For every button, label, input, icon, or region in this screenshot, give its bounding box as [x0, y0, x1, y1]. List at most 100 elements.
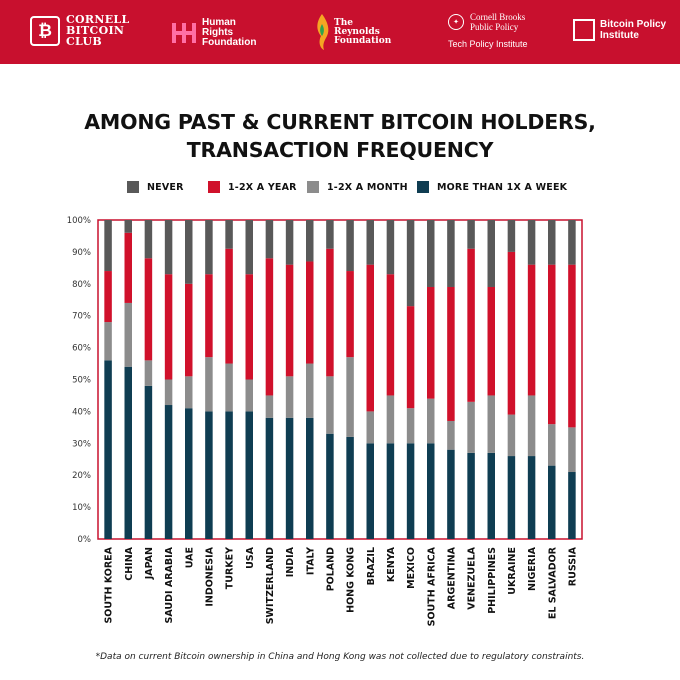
x-tick-label: SWITZERLAND — [265, 547, 276, 624]
bar-segment — [124, 366, 132, 539]
bar-segment — [144, 385, 153, 539]
chart-title-line: AMONG PAST & CURRENT BITCOIN HOLDERS, — [84, 110, 596, 134]
bar-segment — [164, 220, 173, 275]
x-tick-label: SAUDI ARABIA — [164, 546, 175, 623]
x-tick-label: ITALY — [305, 547, 316, 575]
bar-segment — [507, 251, 516, 415]
x-tick-label: SOUTH AFRICA — [426, 546, 437, 626]
bar-segment — [406, 408, 415, 444]
y-tick-label: 100% — [67, 216, 91, 226]
bar-segment — [205, 411, 213, 539]
bar-segment — [386, 220, 395, 275]
bar-segment — [225, 220, 233, 249]
bar-segment — [326, 433, 334, 539]
bar-segment — [507, 220, 516, 252]
bar-segment — [447, 220, 455, 287]
bar-segment — [265, 395, 274, 418]
bar-segment — [144, 360, 153, 386]
legend-item-monthly: 1-2X A MONTH — [307, 181, 408, 193]
bar-segment — [124, 232, 132, 303]
y-tick-label: 70% — [72, 312, 91, 322]
logo-text-line: CLUB — [66, 35, 102, 48]
bar-segment — [487, 395, 495, 453]
bar-segment — [487, 452, 495, 539]
y-tick-label: 30% — [72, 439, 91, 449]
bar-segment — [568, 427, 576, 473]
bar-segment — [346, 436, 354, 539]
bar-segment — [427, 443, 435, 539]
bar-segment — [124, 220, 132, 233]
x-tick-label: TURKEY — [225, 547, 236, 589]
logo-text-line: Foundation — [334, 35, 392, 46]
legend-label: 1-2X A MONTH — [327, 181, 408, 193]
bar-segment — [406, 220, 415, 307]
bar-segment — [548, 220, 556, 265]
bar-segment — [225, 411, 233, 539]
y-tick-label: 60% — [72, 344, 91, 354]
x-tick-label: KENYA — [386, 546, 397, 582]
bar-segment — [346, 357, 354, 437]
bar-segment — [104, 322, 112, 361]
bar-segment — [507, 456, 516, 539]
bar-segment — [104, 360, 112, 539]
x-tick-label: INDIA — [285, 546, 296, 577]
bar-segment — [104, 220, 112, 272]
bar-segment — [467, 452, 475, 539]
bar-segment — [366, 220, 374, 265]
y-tick-label: 40% — [72, 407, 91, 417]
chart-title-line: TRANSACTION FREQUENCY — [186, 138, 494, 162]
bar-segment — [306, 417, 314, 539]
legend-label: NEVER — [147, 181, 184, 193]
bitcoin-policy-institute-logo: Bitcoin Policy Institute — [573, 19, 666, 41]
x-tick-label: HONG KONG — [346, 547, 357, 613]
bar-segment — [447, 286, 455, 421]
cornell-brooks-logo: ✦ Cornell Brooks Public Policy Tech Poli… — [448, 12, 528, 49]
legend-item-never: NEVER — [127, 181, 184, 193]
bar-segment — [427, 398, 435, 444]
x-tick-label: SOUTH KOREA — [104, 546, 115, 623]
bar-segment — [326, 220, 334, 249]
bar-segment — [124, 302, 132, 367]
bar-segment — [306, 363, 314, 418]
bar-segment — [507, 414, 516, 457]
bar-segment — [245, 411, 253, 539]
bar-segment — [346, 220, 354, 272]
bar-segment — [527, 220, 536, 265]
bar-segment — [467, 248, 475, 402]
bar-segment — [205, 274, 213, 358]
bar-segment — [144, 258, 153, 361]
bar-segment — [306, 261, 314, 364]
x-tick-label: POLAND — [325, 547, 336, 591]
bar-segment — [527, 395, 536, 457]
bar-segment — [406, 306, 415, 409]
x-tick-label: CHINA — [124, 546, 135, 580]
legend-item-weekly: MORE THAN 1X A WEEK — [417, 181, 567, 193]
x-tick-label: NIGERIA — [527, 546, 538, 591]
logo-text-line: Bitcoin Policy — [600, 19, 667, 30]
bar-segment — [548, 465, 556, 539]
y-tick-label: 10% — [72, 503, 91, 513]
legend-swatch — [307, 181, 319, 193]
x-tick-label: BRAZIL — [366, 547, 377, 585]
bar-segment — [225, 363, 233, 412]
bar-segment — [185, 408, 193, 539]
bar-segment — [285, 264, 294, 377]
y-tick-label: 80% — [72, 280, 91, 290]
y-tick-label: 90% — [72, 248, 91, 258]
bar-segment — [245, 220, 253, 275]
reynolds-foundation-logo: The Reynolds Foundation — [312, 12, 391, 52]
bar-segment — [164, 274, 173, 380]
bar-segment — [245, 379, 253, 412]
bar-segment — [164, 405, 173, 539]
x-tick-label: MEXICO — [406, 547, 417, 589]
x-tick-label: RUSSIA — [567, 546, 578, 586]
bar-segment — [447, 420, 455, 450]
x-tick-label: PHILIPPINES — [487, 547, 498, 614]
bar-segment — [366, 264, 374, 412]
bar-segment — [185, 376, 193, 409]
plot-frame — [97, 219, 583, 540]
bar-segment — [386, 274, 395, 396]
bar-segment — [245, 274, 253, 380]
x-tick-label: EL SALVADOR — [547, 546, 558, 619]
logo-text-line: Human — [202, 17, 236, 28]
